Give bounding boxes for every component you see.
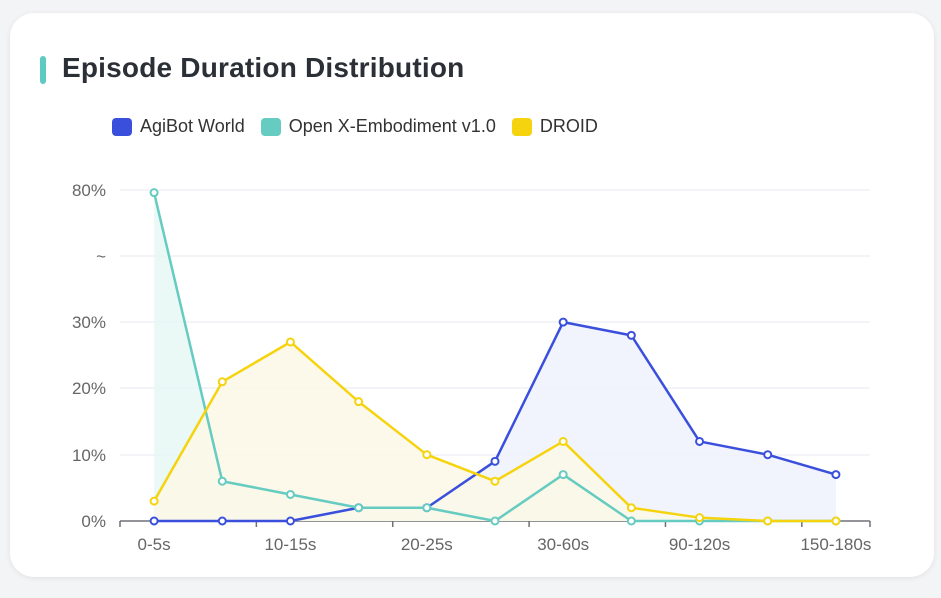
data-point (422, 503, 432, 513)
legend-swatch (112, 117, 132, 136)
x-tick-label: 0-5s (138, 535, 171, 554)
data-point (354, 397, 364, 407)
legend-label: Open X-Embodiment v1.0 (288, 116, 496, 136)
data-point (831, 470, 841, 480)
data-point (285, 516, 295, 526)
x-tick-label: 90-120s (669, 535, 730, 554)
x-tick-label: 150-180s (800, 535, 871, 554)
data-point (695, 513, 705, 523)
data-point (490, 476, 500, 486)
data-point (217, 516, 227, 526)
y-tick-label: 30% (72, 313, 106, 332)
data-point (763, 450, 773, 460)
data-point (558, 470, 568, 480)
data-point (285, 337, 295, 347)
data-point (490, 516, 500, 526)
data-point (558, 436, 568, 446)
x-tick-label: 30-60s (537, 535, 589, 554)
legend-swatch (260, 117, 281, 136)
legend-label: DROID (539, 116, 598, 136)
x-tick-label: 10-15s (264, 535, 316, 554)
data-point (626, 503, 636, 513)
y-tick-label: 10% (72, 446, 106, 465)
chart-title: Episode Duration Distribution (62, 52, 465, 83)
y-tick-label: 0% (81, 512, 106, 531)
data-point (149, 516, 159, 526)
data-point (831, 516, 841, 526)
data-point (354, 503, 364, 513)
legend-swatch (511, 117, 532, 136)
data-point (149, 496, 159, 506)
y-tick-label: 80% (72, 181, 106, 200)
data-point (490, 456, 500, 466)
legend-item-agibot[interactable]: AgiBot World (112, 116, 245, 137)
data-point (763, 516, 773, 526)
legend-label: AgiBot World (140, 116, 245, 136)
y-tick-label: 20% (72, 379, 106, 398)
legend-item-oxe[interactable]: Open X-Embodiment v1.0 (260, 116, 496, 137)
data-point (626, 330, 636, 340)
series-area (154, 341, 836, 521)
data-point (422, 450, 432, 460)
data-point (695, 436, 705, 446)
legend-item-droid[interactable]: DROID (511, 116, 598, 137)
x-tick-label: 20-25s (401, 535, 453, 554)
data-point (285, 489, 295, 499)
data-point (558, 317, 568, 327)
y-tick-label: ~ (96, 247, 106, 266)
data-point (626, 516, 636, 526)
data-point (149, 188, 159, 198)
data-point (217, 476, 227, 486)
legend: AgiBot World Open X-Embodiment v1.0 DROI… (112, 116, 598, 137)
title-accent-bar (40, 56, 46, 84)
series-area (154, 322, 836, 521)
data-point (217, 377, 227, 387)
